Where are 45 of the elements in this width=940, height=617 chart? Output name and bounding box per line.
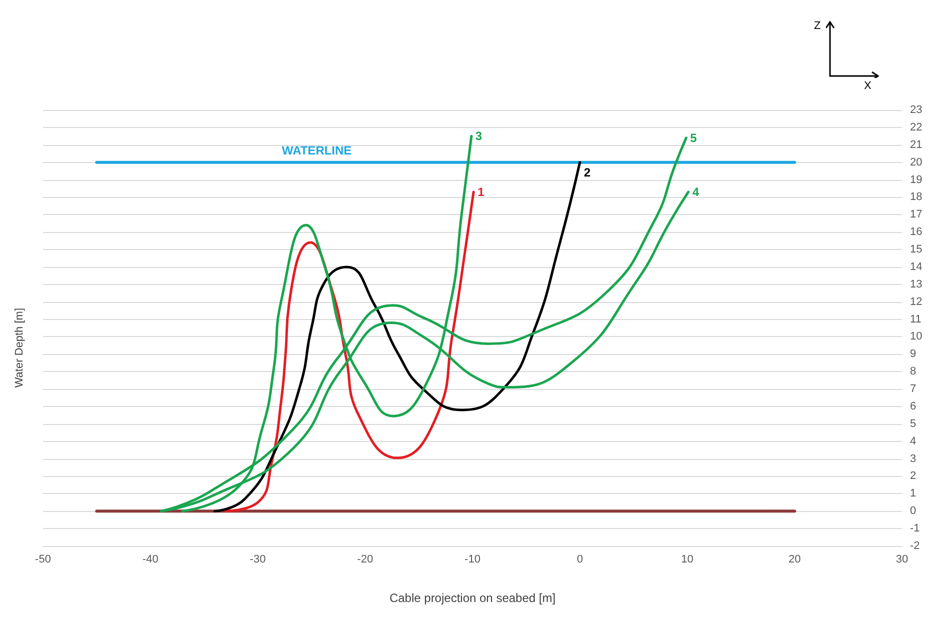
series-label: WATERLINE [282, 143, 352, 158]
x-tick-label: 20 [788, 554, 801, 566]
series-label: 3 [475, 129, 482, 144]
y-tick-label: 21 [910, 138, 922, 151]
y-axis-title: Water Depth [m] [14, 308, 26, 388]
y-tick-label: 7 [910, 383, 916, 396]
series-label: 1 [478, 184, 485, 199]
series-label: 4 [692, 184, 700, 199]
y-tick-label: 12 [910, 296, 922, 308]
x-tick-label: 10 [681, 554, 694, 566]
x-tick-label: -30 [250, 554, 266, 566]
y-tick-label: 0 [910, 505, 916, 518]
y-tick-label: 6 [910, 400, 916, 412]
y-tick-label: 14 [910, 260, 922, 273]
x-tick-label: 30 [896, 554, 908, 566]
x-tick-label: -50 [35, 554, 51, 566]
text: Z [814, 20, 821, 32]
x-tick-label: -20 [357, 554, 374, 566]
y-tick-label: 23 [910, 104, 922, 116]
y-tick-label: 9 [910, 348, 916, 360]
y-tick-label: 13 [910, 278, 922, 290]
y-tick-label: 22 [910, 121, 922, 134]
y-tick-label: 18 [910, 191, 922, 204]
series-label: 2 [584, 165, 591, 180]
y-tick-label: 1 [910, 488, 916, 500]
y-tick-label: 11 [910, 313, 922, 326]
y-tick-label: -1 [910, 522, 920, 535]
text: X [864, 80, 872, 92]
y-tick-label: 5 [910, 418, 916, 430]
y-tick-label: 20 [910, 156, 922, 168]
x-tick-label: -40 [142, 554, 158, 566]
x-tick-label: 0 [576, 554, 583, 566]
x-axis-title: Cable projection on seabed [m] [389, 591, 556, 605]
y-tick-label: 16 [910, 226, 922, 238]
y-tick-label: 3 [910, 452, 916, 465]
y-tick-label: 17 [910, 208, 922, 221]
series-label: 5 [690, 130, 698, 145]
y-tick-label: 19 [910, 174, 922, 186]
y-tick-label: -2 [910, 540, 920, 552]
y-tick-label: 15 [910, 244, 922, 256]
y-tick-label: 10 [910, 330, 922, 343]
y-tick-label: 4 [910, 435, 916, 448]
y-tick-label: 8 [910, 366, 916, 378]
y-tick-label: 2 [910, 470, 916, 482]
x-tick-label: -10 [464, 554, 480, 566]
